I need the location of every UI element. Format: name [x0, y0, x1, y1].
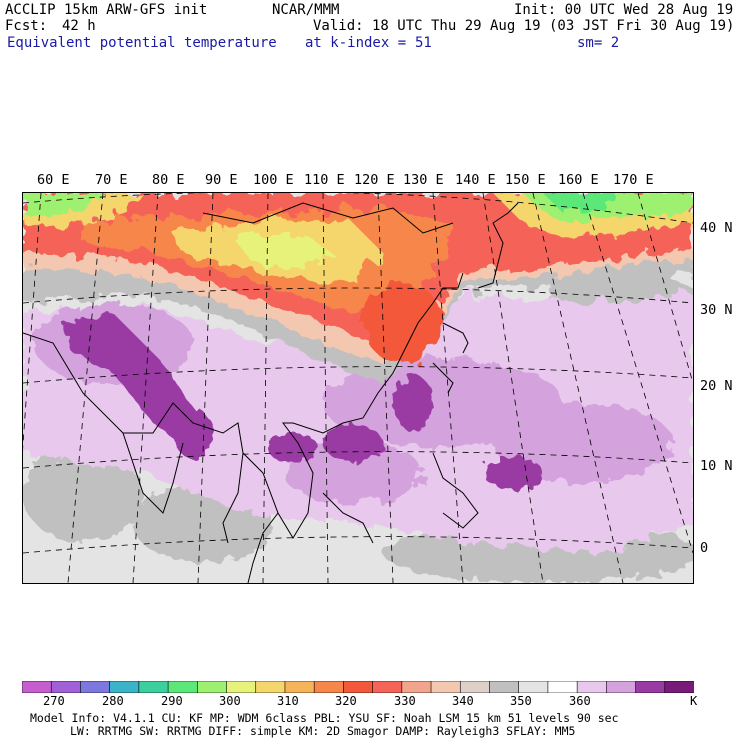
- colorbar-swatch: [664, 681, 694, 693]
- colorbar-swatch: [489, 681, 520, 693]
- colorbar-tick-label: 270: [43, 694, 65, 708]
- level-label: at k-index =: [305, 35, 407, 51]
- coastlines: [23, 202, 519, 583]
- model-info-line2: LW: RRTMG SW: RRTMG DIFF: simple KM: 2D …: [70, 724, 576, 738]
- colorbar-swatch: [22, 681, 53, 693]
- colorbar-swatch: [109, 681, 140, 693]
- model-info-line1: Model Info: V4.1.1 CU: KF MP: WDM 6class…: [30, 711, 619, 725]
- colorbar-tick-label: 360: [569, 694, 591, 708]
- colorbar-swatch: [547, 681, 578, 693]
- organization: NCAR/MMM: [272, 2, 340, 18]
- lat-label: 20 N: [700, 378, 733, 394]
- graticule: [23, 193, 693, 583]
- colorbar-unit: K: [690, 694, 698, 708]
- colorbar-swatch: [138, 681, 169, 693]
- lon-label: 70 E: [95, 172, 128, 188]
- lon-label: 80 E: [152, 172, 185, 188]
- lon-label: 90 E: [205, 172, 238, 188]
- colorbar-swatch: [313, 681, 345, 693]
- colorbar-swatch: [518, 681, 549, 693]
- colorbar-tick-label: 350: [510, 694, 532, 708]
- colorbar-swatch: [576, 681, 608, 693]
- colorbar: [22, 681, 694, 693]
- colorbar-swatch: [226, 681, 257, 693]
- high-theta-e-cores: [63, 313, 543, 489]
- valid-time: Valid: 18 UTC Thu 29 Aug 19 (03 JST Fri …: [313, 18, 735, 34]
- colorbar-tick-label: 280: [102, 694, 124, 708]
- lon-label: 130 E: [403, 172, 444, 188]
- colorbar-tick-label: 310: [277, 694, 299, 708]
- lon-label: 100 E: [253, 172, 294, 188]
- theta-e-map: [23, 193, 693, 583]
- lat-label: 40 N: [700, 220, 733, 236]
- colorbar-tick-label: 340: [452, 694, 474, 708]
- colorbar-swatch: [80, 681, 111, 693]
- colorbar-swatch: [430, 681, 462, 693]
- colorbar-tick-label: 330: [394, 694, 416, 708]
- lon-label: 120 E: [354, 172, 395, 188]
- colorbar-swatch: [372, 681, 403, 693]
- colorbar-swatch: [459, 681, 491, 693]
- lon-label: 60 E: [37, 172, 70, 188]
- init-time: Init: 00 UTC Wed 28 Aug 19: [514, 2, 734, 18]
- lat-label: 0: [700, 540, 709, 556]
- colorbar-tick-label: 320: [335, 694, 357, 708]
- lon-label: 170 E: [613, 172, 654, 188]
- forecast-label: Fcst:: [5, 18, 48, 34]
- lat-label: 30 N: [700, 302, 733, 318]
- colorbar-swatch: [284, 681, 315, 693]
- colorbar-tick-label: 300: [219, 694, 241, 708]
- forecast-hour: 42 h: [62, 18, 96, 34]
- colorbar-tick-label: 290: [161, 694, 183, 708]
- lon-label: 110 E: [304, 172, 345, 188]
- smoothing: sm= 2: [577, 35, 620, 51]
- colorbar-swatch: [343, 681, 374, 693]
- map-panel: [22, 192, 694, 584]
- lon-label: 140 E: [455, 172, 496, 188]
- colorbar-swatch: [606, 681, 637, 693]
- colorbar-swatch: [50, 681, 82, 693]
- colorbar-swatch: [635, 681, 666, 693]
- colorbar-swatch: [255, 681, 286, 693]
- field-name: Equivalent potential temperature: [7, 35, 277, 51]
- colorbar-swatch: [197, 681, 228, 693]
- colorbar-swatch: [167, 681, 199, 693]
- lat-label: 10 N: [700, 458, 733, 474]
- lon-label: 150 E: [505, 172, 546, 188]
- lon-label: 160 E: [558, 172, 599, 188]
- model-title: ACCLIP 15km ARW-GFS init: [5, 2, 208, 18]
- colorbar-swatch: [401, 681, 432, 693]
- level-value: 51: [415, 35, 432, 51]
